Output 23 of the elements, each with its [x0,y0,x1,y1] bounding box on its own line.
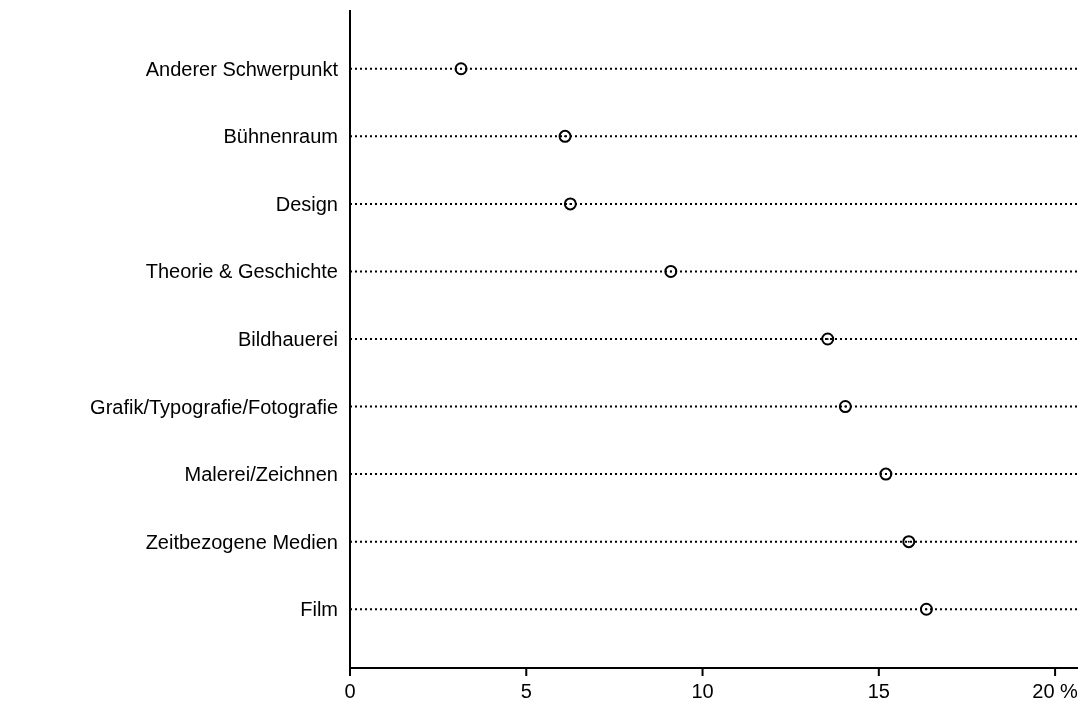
y-tick-label: Theorie & Geschichte [145,260,338,283]
x-tick-label: 20 % [1032,680,1079,702]
point [454,62,468,76]
x-tick-label: 5 [520,680,532,702]
y-tick-label: Malerei/Zeichnen [184,463,338,486]
y-tick-label: Design [275,192,338,215]
point [919,602,933,616]
x-tick-label: 0 [344,680,356,702]
point [664,264,678,278]
x-tick-label: 10 [691,680,714,702]
y-tick-label: Bildhauerei [237,328,338,350]
point [838,400,852,414]
point [902,535,916,549]
y-tick-label: Anderer Schwerpunkt [145,57,339,80]
point [558,129,572,143]
y-tick-label: Grafik/Typografie/Fotografie [90,395,338,418]
point [821,332,835,346]
point [563,197,577,211]
x-tick-label: 15 [867,680,890,702]
y-tick-label: Zeitbezogene Medien [145,530,338,553]
y-tick-label: Bühnenraum [223,125,338,148]
point [879,467,893,481]
y-tick-label: Film [300,598,338,621]
